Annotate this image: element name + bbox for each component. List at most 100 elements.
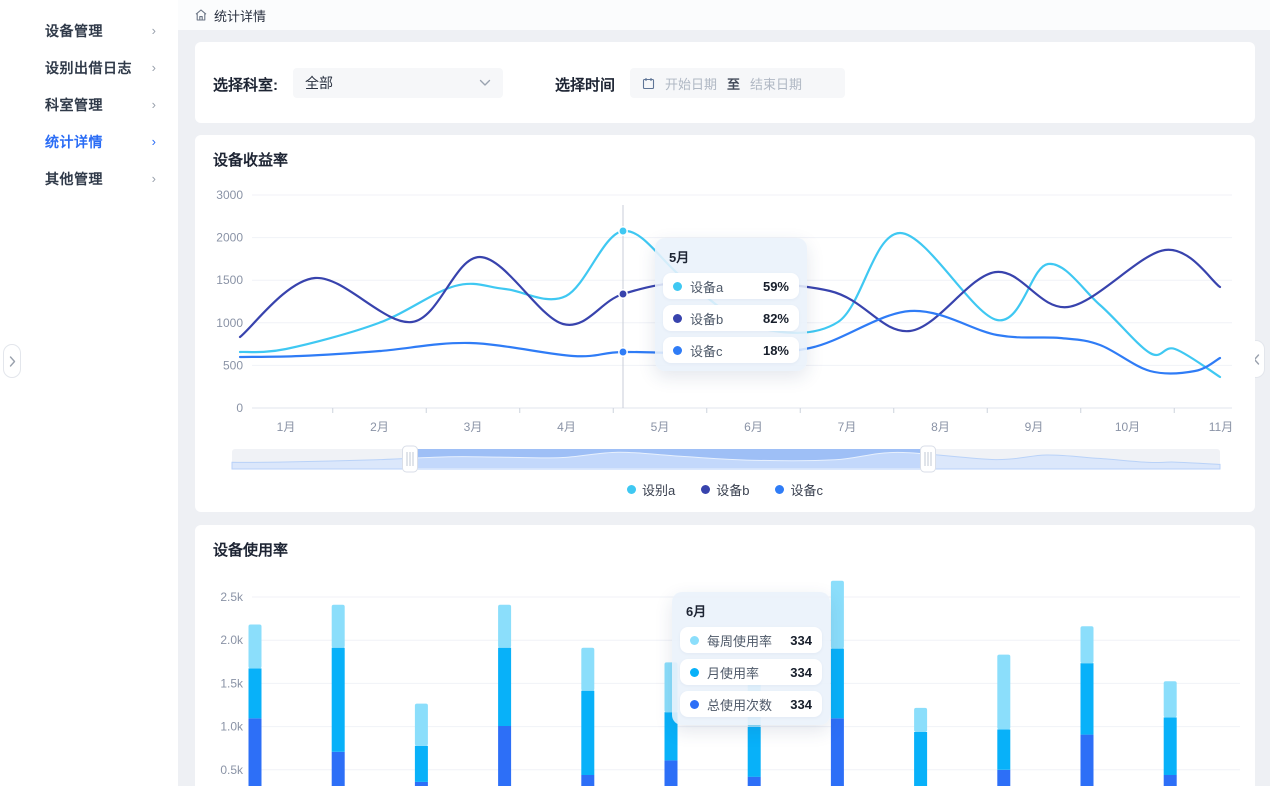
sidebar-item-0[interactable]: 设备管理 › — [0, 12, 178, 49]
usage-chart-tooltip: 6月 每周使用率 334 月使用率 334 总使用次数 334 — [672, 592, 830, 725]
y-axis-tick-label: 1.0k — [220, 720, 244, 734]
tooltip-series-value: 334 — [790, 632, 812, 648]
datazoom-handle-left[interactable] — [402, 445, 418, 473]
x-axis-tick-label: 8月 — [931, 420, 950, 434]
date-range-picker[interactable]: 开始日期 至 结束日期 — [630, 68, 845, 98]
y-axis-tick-label: 2000 — [216, 231, 243, 245]
revenue-rate-chart-card: 设备收益率 3000 2000 1500 1000 500 0 1月 2月 3月 4月 5月 6月 7月… — [195, 135, 1255, 512]
datazoom-window-wave — [410, 451, 928, 469]
revenue-chart-legend: 设别a 设备b 设备c — [195, 480, 1255, 499]
series-dot-icon — [673, 345, 682, 355]
bar-segment-每周使用率[interactable] — [997, 654, 1011, 730]
x-axis-tick-label: 7月 — [838, 420, 857, 434]
y-axis-tick-label: 500 — [223, 358, 243, 372]
end-date-placeholder[interactable]: 结束日期 — [750, 76, 803, 92]
bar-segment-总使用次数[interactable] — [414, 781, 428, 786]
sidebar-item-label: 设别出借日志 — [45, 59, 132, 76]
sidebar-expand-handle[interactable] — [3, 344, 21, 378]
sidebar-item-3[interactable]: 统计详情 › — [0, 123, 178, 160]
revenue-chart-tooltip: 5月 设备a 59% 设备b 82% 设备c 18% — [655, 238, 807, 371]
bar-segment-月使用率[interactable] — [747, 726, 761, 777]
legend-item-0[interactable]: 设别a — [627, 480, 675, 499]
bar-segment-总使用次数[interactable] — [1080, 734, 1094, 786]
chevron-right-icon: › — [151, 171, 156, 186]
home-icon[interactable] — [194, 8, 208, 22]
bar-segment-总使用次数[interactable] — [581, 775, 595, 786]
series-dot-icon — [690, 635, 699, 645]
x-axis-tick-label: 5月 — [651, 420, 670, 434]
tooltip-series-name: 设备c — [690, 343, 723, 359]
chevron-right-icon: › — [151, 23, 156, 38]
bar-segment-月使用率[interactable] — [1080, 663, 1094, 735]
bar-segment-每周使用率[interactable] — [1163, 681, 1177, 718]
bar-segment-月使用率[interactable] — [997, 729, 1011, 770]
bar-segment-总使用次数[interactable] — [331, 751, 345, 786]
department-select-value: 全部 — [305, 75, 333, 91]
bar-segment-每周使用率[interactable] — [414, 703, 428, 746]
tooltip-series-name: 总使用次数 — [707, 697, 773, 713]
tooltip-series-value: 59% — [762, 278, 789, 294]
sidebar-item-2[interactable]: 科室管理 › — [0, 86, 178, 123]
bar-segment-月使用率[interactable] — [331, 647, 345, 752]
start-date-placeholder[interactable]: 开始日期 — [665, 76, 718, 92]
bar-segment-月使用率[interactable] — [914, 732, 928, 786]
bar-segment-每周使用率[interactable] — [498, 604, 512, 648]
bar-segment-总使用次数[interactable] — [997, 769, 1011, 786]
bar-segment-总使用次数[interactable] — [664, 760, 678, 786]
legend-item-2[interactable]: 设备c — [775, 480, 823, 499]
series-dot-icon — [673, 313, 682, 323]
usage-chart-title: 设备使用率 — [213, 542, 289, 559]
breadcrumb-label[interactable]: 统计详情 — [214, 8, 267, 24]
bar-segment-总使用次数[interactable] — [830, 718, 844, 786]
bar-segment-每周使用率[interactable] — [1080, 626, 1094, 664]
filter-bar: 选择科室: 全部 选择时间 开始日期 至 结束日期 — [195, 42, 1255, 123]
sidebar: 设备管理 › 设别出借日志 › 科室管理 › 统计详情 › 其他管理 › — [0, 0, 178, 786]
legend-dot-icon — [775, 485, 785, 494]
chevron-right-icon: › — [151, 134, 156, 149]
tooltip-series-name: 设备b — [690, 311, 724, 327]
bar-segment-每周使用率[interactable] — [581, 647, 595, 691]
tooltip-series-value: 334 — [790, 664, 812, 680]
bar-segment-总使用次数[interactable] — [498, 726, 512, 786]
tooltip-row: 总使用次数 334 — [680, 691, 822, 717]
datazoom-handle-right[interactable] — [920, 445, 936, 473]
series-dot-icon — [690, 667, 699, 677]
bar-segment-月使用率[interactable] — [414, 745, 428, 782]
x-axis-tick-label: 11月 — [1209, 420, 1233, 434]
tooltip-title: 5月 — [669, 250, 690, 265]
tooltip-series-value: 82% — [762, 310, 789, 326]
legend-label: 设备b — [716, 483, 750, 498]
bar-segment-月使用率[interactable] — [830, 648, 844, 719]
legend-item-1[interactable]: 设备b — [701, 480, 749, 499]
x-axis-tick-label: 10月 — [1115, 420, 1140, 434]
y-axis-tick-label: 3000 — [216, 188, 243, 202]
y-axis-tick-label: 0 — [236, 401, 243, 415]
sidebar-item-label: 科室管理 — [45, 96, 103, 113]
tooltip-series-name: 设备a — [690, 279, 724, 295]
bar-segment-总使用次数[interactable] — [248, 718, 262, 786]
breadcrumb: 统计详情 — [178, 0, 1270, 30]
tooltip-row: 设备c 18% — [663, 337, 799, 363]
usage-bar-chart[interactable]: 2.5k 2.0k 1.5k 1.0k 0.5k — [195, 525, 1255, 786]
tooltip-row: 设备a 59% — [663, 273, 799, 299]
pointer-data-dot — [618, 347, 628, 357]
bar-segment-月使用率[interactable] — [248, 668, 262, 719]
time-filter-label: 选择时间 — [555, 77, 616, 94]
bar-segment-月使用率[interactable] — [581, 690, 595, 775]
bar-segment-月使用率[interactable] — [498, 647, 512, 726]
bar-segment-月使用率[interactable] — [1163, 717, 1177, 775]
sidebar-item-1[interactable]: 设别出借日志 › — [0, 49, 178, 86]
bar-segment-每周使用率[interactable] — [830, 580, 844, 649]
bar-segment-每周使用率[interactable] — [914, 707, 928, 732]
bar-segment-每周使用率[interactable] — [248, 624, 262, 669]
chevron-right-icon: › — [151, 60, 156, 75]
department-select[interactable]: 全部 — [293, 68, 503, 98]
bar-segment-总使用次数[interactable] — [747, 776, 761, 786]
bar-segment-月使用率[interactable] — [664, 712, 678, 761]
bar-segment-总使用次数[interactable] — [1163, 775, 1177, 786]
pointer-data-dot — [618, 226, 628, 236]
sidebar-item-4[interactable]: 其他管理 › — [0, 160, 178, 197]
bar-segment-每周使用率[interactable] — [331, 604, 345, 648]
legend-dot-icon — [701, 485, 711, 494]
